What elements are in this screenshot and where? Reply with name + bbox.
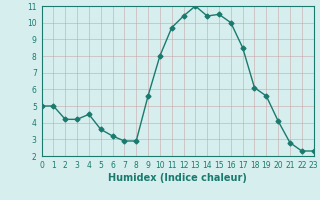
X-axis label: Humidex (Indice chaleur): Humidex (Indice chaleur) [108, 173, 247, 183]
